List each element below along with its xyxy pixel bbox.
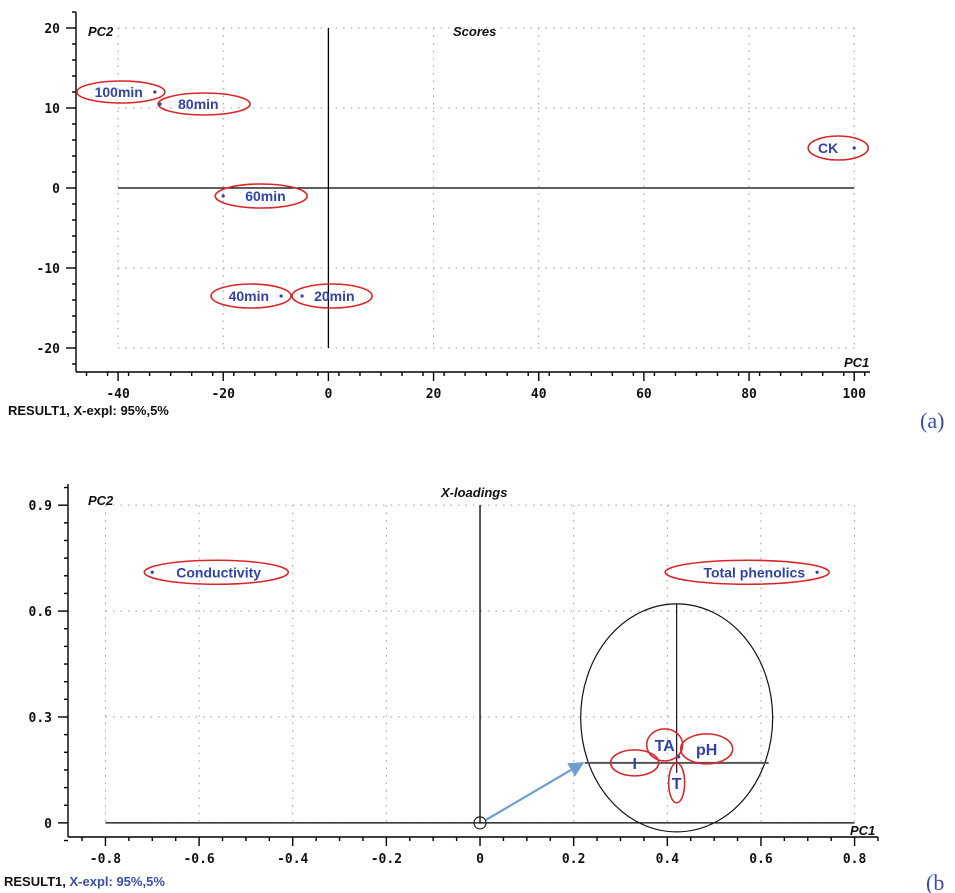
scores-point-label: CK xyxy=(818,140,838,156)
scores-y-tick-label: -10 xyxy=(37,262,61,277)
scores-x-tick-label: 40 xyxy=(531,387,547,402)
zoom-inset-point-highlight xyxy=(645,728,684,762)
loadings-x-tick-label: -0.4 xyxy=(277,852,308,867)
loadings-y-tick-label: 0 xyxy=(44,817,52,832)
scores-x-axis-label: PC1 xyxy=(844,355,869,370)
scores-y-tick-label: 20 xyxy=(44,22,60,37)
zoom-inset-point-label: TA xyxy=(655,738,676,755)
panel-b-tag: (b xyxy=(926,870,944,893)
scores-x-tick-label: 0 xyxy=(324,387,332,402)
loadings-x-tick-label: -0.6 xyxy=(183,852,214,867)
scores-y-axis-label: PC2 xyxy=(88,24,114,39)
scores-x-tick-label: -40 xyxy=(106,387,130,402)
loadings-y-tick-label: 0.3 xyxy=(29,711,52,726)
scores-point-label: 80min xyxy=(178,96,218,112)
scores-point-highlight xyxy=(807,135,870,161)
loadings-point-label: Conductivity xyxy=(176,564,261,580)
zoom-inset-point-highlight xyxy=(667,762,686,804)
scores-point xyxy=(279,294,283,298)
scores-x-tick-label: 60 xyxy=(636,387,652,402)
scores-point-label: 60min xyxy=(245,188,285,204)
scores-point-highlight xyxy=(157,92,251,116)
zoom-inset-point-label: I xyxy=(632,756,636,773)
scores-x-tick-label: 100 xyxy=(842,387,866,402)
scores-point-label: 20min xyxy=(314,288,354,304)
panel-a-tag: (a) xyxy=(920,408,944,433)
loadings-x-tick-label: 0.4 xyxy=(656,852,680,867)
scores-point xyxy=(221,194,225,198)
loadings-point xyxy=(815,570,819,574)
loadings-y-axis-label: PC2 xyxy=(88,493,114,508)
loadings-x-tick-label: -0.8 xyxy=(90,852,121,867)
scores-x-tick-label: 80 xyxy=(741,387,757,402)
scores-point-highlight xyxy=(291,283,373,309)
zoom-inset-point-label: T xyxy=(672,776,682,793)
loadings-x-axis-label: PC1 xyxy=(850,823,875,838)
loadings-point-highlight xyxy=(143,559,290,586)
scores-axes xyxy=(75,12,870,373)
loadings-chart: 0.90.60.30-0.8 -0.6 -0.4 -0.2 0 0.2 0.4 0.6 0.8 … xyxy=(4,484,944,893)
scores-point-highlight xyxy=(76,80,166,104)
scores-x-tick-label: 20 xyxy=(426,387,442,402)
loadings-point xyxy=(150,570,154,574)
zoom-inset-point-highlight xyxy=(609,749,660,777)
scores-y-tick-label: 0 xyxy=(52,182,60,197)
scores-footer: RESULT1, X-expl: 95%,5% xyxy=(8,403,169,418)
scores-title: Scores xyxy=(453,24,496,39)
scores-point-label: 40min xyxy=(229,288,269,304)
loadings-footer: RESULT1, X-expl: 95%,5% xyxy=(4,874,165,889)
zoom-arrow xyxy=(485,761,585,821)
scores-point-highlight xyxy=(214,183,309,209)
scores-x-tick-label: -20 xyxy=(211,387,235,402)
scores-y-tick-label: -20 xyxy=(37,342,61,357)
loadings-axes xyxy=(67,484,878,838)
zoom-inset-point-highlight xyxy=(679,733,734,765)
loadings-x-tick-label: 0.8 xyxy=(843,852,867,867)
loadings-ticks: 0.9 0.6 0.3 0 -0.8 -0.6 -0.4 -0.2 0 0.2 0.4 0.6 0.8 xyxy=(29,486,879,867)
loadings-x-tick-label: 0.2 xyxy=(562,852,585,867)
loadings-zoom-inset: TA pH I T xyxy=(473,603,774,833)
loadings-x-tick-label: 0.6 xyxy=(749,852,773,867)
scores-y-tick-label: 10 xyxy=(44,102,60,117)
scores-point xyxy=(300,294,304,298)
scores-point xyxy=(158,102,162,106)
scores-point-highlight xyxy=(210,283,292,309)
loadings-point-highlight xyxy=(664,559,830,586)
zoom-inset-point xyxy=(677,755,681,759)
loadings-x-tick-label: 0 xyxy=(476,852,484,867)
scores-points: 100min 80min 60min 40min 20min CK xyxy=(76,80,870,309)
scores-point xyxy=(153,90,157,94)
loadings-points: Conductivity Total phenolics xyxy=(143,559,830,586)
zoom-inset-point-label: pH xyxy=(696,742,717,759)
loadings-point-label: Total phenolics xyxy=(703,564,805,580)
scores-point xyxy=(852,146,856,150)
loadings-x-tick-label: -0.2 xyxy=(371,852,402,867)
loadings-y-tick-label: 0.9 xyxy=(29,499,52,514)
loadings-origin-marker xyxy=(473,816,487,830)
loadings-title: X-loadings xyxy=(440,485,507,500)
scores-point-label: 100min xyxy=(95,84,143,100)
loadings-footer-suffix: X-expl: 95%,5% xyxy=(70,874,166,889)
loadings-footer-prefix: RESULT1, xyxy=(4,874,70,889)
loadings-y-tick-label: 0.6 xyxy=(29,605,53,620)
